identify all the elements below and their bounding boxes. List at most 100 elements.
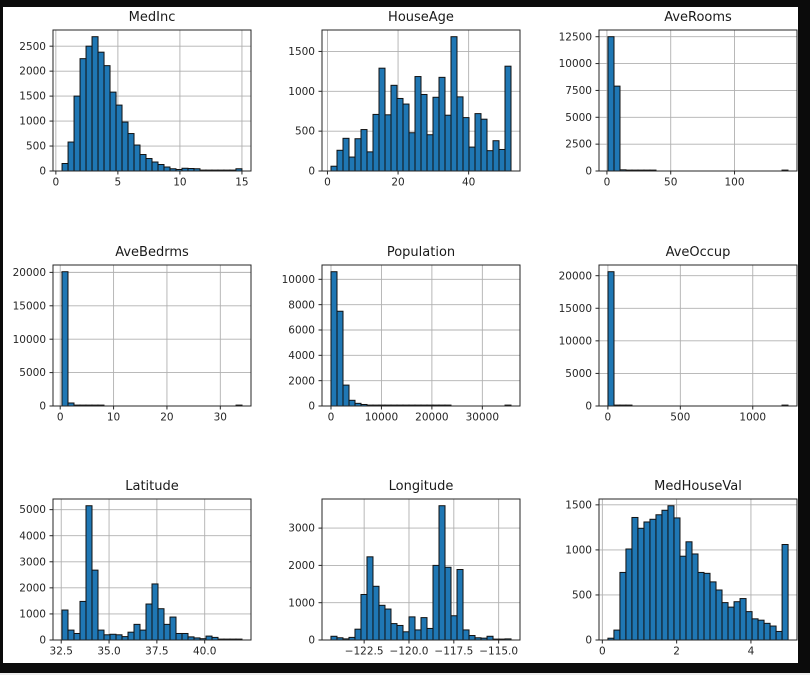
x-tick-label: 40.0 [193, 646, 216, 658]
histogram-bar [715, 589, 723, 641]
histogram-bar [91, 569, 99, 641]
histogram-bar [655, 514, 663, 641]
histogram-bar [444, 566, 452, 641]
histogram-bar [661, 509, 669, 641]
subplot-title: HouseAge [388, 10, 454, 25]
x-tick-label: 40 [462, 177, 475, 189]
x-tick-label: 2 [673, 646, 680, 658]
histogram-bar [673, 517, 681, 641]
histogram-bar [751, 618, 759, 641]
histogram-bar [625, 548, 633, 641]
histogram-bar [73, 632, 81, 641]
histogram-bar [330, 165, 338, 172]
histogram-bar [103, 65, 111, 172]
y-tick-label: 3000 [19, 556, 46, 568]
x-tick-label: 0 [605, 412, 612, 424]
window-bottom-edge [0, 673, 810, 675]
axes-frame [321, 29, 521, 172]
histogram-bar [354, 138, 362, 172]
histogram-bar [414, 629, 422, 641]
histogram-bar [366, 556, 374, 641]
histogram-bar [342, 137, 350, 172]
histogram-bar [330, 635, 338, 641]
y-tick-label: 500 [572, 590, 592, 602]
histogram-bar [97, 51, 105, 172]
histogram-bar [474, 113, 482, 172]
histogram-bar [79, 58, 87, 172]
histogram-bar [408, 616, 416, 641]
histogram-bar [691, 553, 699, 641]
y-tick-label: 0 [39, 401, 46, 413]
histogram-bar [103, 634, 111, 641]
histogram-bar [121, 121, 129, 172]
histogram-bar [61, 609, 69, 641]
y-tick-label: 20000 [559, 270, 592, 282]
histogram-bar [492, 140, 500, 172]
x-tick-label: 20000 [415, 412, 448, 424]
y-tick-label: 1000 [19, 116, 46, 128]
histogram-bar [444, 114, 452, 172]
y-tick-label: 0 [585, 401, 592, 413]
y-tick-label: 0 [308, 635, 315, 647]
subplot-population: Population 0 10000 20000 30000 0 2000 4000 6000… [272, 242, 538, 462]
x-tick-label: 30000 [466, 412, 499, 424]
histogram-bar [157, 608, 165, 641]
histogram-bar [145, 603, 153, 641]
plot-area [599, 265, 797, 406]
histogram-bar [127, 133, 135, 172]
y-tick-label: 0 [39, 635, 46, 647]
histogram-bar [109, 633, 117, 641]
plot-area [53, 265, 251, 406]
x-tick-label: −117.5 [434, 646, 473, 658]
y-tick-label: 4000 [288, 350, 315, 362]
y-tick-label: 15000 [559, 303, 592, 315]
plot-area [322, 265, 520, 406]
histogram-bar [366, 151, 374, 172]
histogram-bar [336, 310, 344, 407]
histogram-bar [205, 635, 213, 641]
histogram-bar [703, 572, 711, 641]
histogram-bar [739, 598, 747, 641]
y-tick-label: 2000 [19, 582, 46, 594]
histogram-bar [769, 625, 777, 641]
histogram-bar [169, 616, 177, 641]
y-tick-label: 10000 [559, 335, 592, 347]
histogram-bar [384, 608, 392, 641]
histogram-bar [115, 634, 123, 641]
x-tick-label: 100 [725, 177, 745, 189]
axes-frame [52, 498, 252, 641]
y-tick-label: 0 [308, 166, 315, 178]
y-tick-label: 0 [308, 401, 315, 413]
x-tick-label: 30 [214, 412, 227, 424]
histogram-bar [163, 623, 171, 641]
histogram-bar [456, 569, 464, 641]
histogram-bar [727, 606, 735, 641]
x-tick-label: −120.0 [390, 646, 429, 658]
histogram-bar [468, 635, 476, 641]
histogram-bar [181, 632, 189, 641]
y-tick-label: 7500 [565, 85, 592, 97]
x-tick-label: 15 [235, 177, 248, 189]
plot-area [322, 499, 520, 640]
subplot-title: AveRooms [664, 10, 732, 25]
x-tick-label: 4 [748, 646, 755, 658]
x-tick-label: 0 [599, 646, 606, 658]
x-tick-label: 50 [664, 177, 677, 189]
histogram-medinc: 0 5 10 15 0 500 1000 1500 2000 2500 [19, 29, 252, 189]
histogram-averooms: 0 50 100 0 2500 5000 7500 10000 12500 [559, 29, 798, 189]
histogram-bar [330, 271, 338, 407]
histogram-bar [432, 96, 440, 172]
x-tick-label: 10000 [365, 412, 398, 424]
y-tick-label: 4000 [19, 530, 46, 542]
x-tick-label: 500 [670, 412, 690, 424]
histogram-bar [733, 601, 741, 641]
plot-area [599, 30, 797, 171]
histogram-bar [498, 148, 506, 172]
y-tick-label: 5000 [565, 368, 592, 380]
histogram-bar [372, 585, 380, 641]
subplot-title: AveOccup [665, 245, 731, 260]
histogram-bar [462, 629, 470, 641]
histogram-bar [432, 564, 440, 641]
